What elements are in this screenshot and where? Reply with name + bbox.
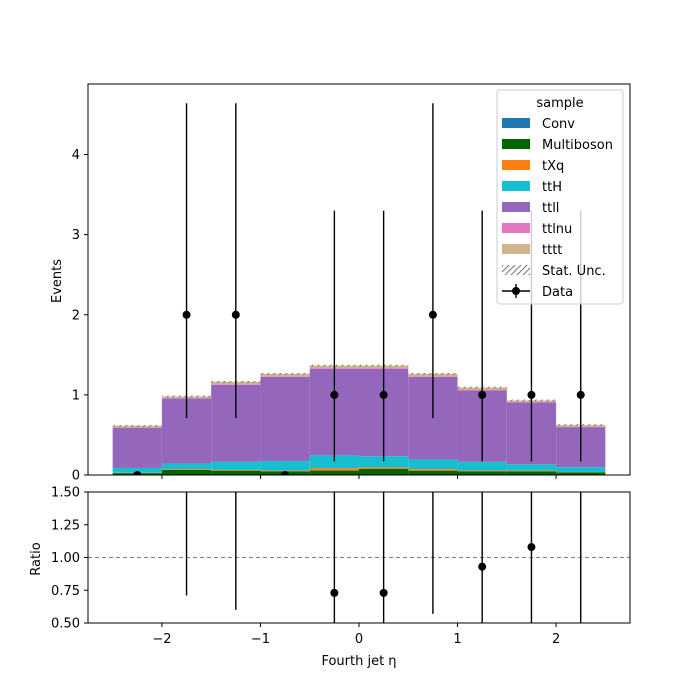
ratio-y-axis-label: Ratio [29,542,44,575]
bar-multiboson [506,471,557,475]
data-points [133,103,585,475]
main-y-axis-label: Events [50,259,65,303]
bar-multiboson [457,471,507,475]
bar-txq [506,470,557,472]
bar-multiboson [359,468,409,475]
data-point [330,390,339,399]
legend-swatch-tth [502,181,530,191]
x-tick-label: −2 [152,632,171,647]
bar-multiboson [211,470,261,475]
bar-tth [556,467,606,472]
bar-tth [408,459,458,470]
bar-tth [359,456,409,468]
bar-txq [359,467,409,469]
bar-tth [112,467,162,473]
data-point [527,390,536,399]
main-y-tick-label: 0 [72,469,80,484]
legend-swatch-ttlnu [502,223,530,233]
bar-txq [408,469,458,471]
bar-ttll [260,376,310,462]
main-y-tick-label: 4 [72,148,80,163]
bar-multiboson [556,472,606,475]
main-x-ticks [161,475,557,479]
stacked-histogram-bars [112,365,606,475]
ratio-plot-frame [87,491,631,624]
data-point [428,310,437,319]
x-tick-label: 0 [355,632,363,647]
legend-title: sample [536,96,583,111]
bar-txq [211,469,261,471]
bar-ttll [112,427,162,468]
legend-swatch-conv [502,118,530,128]
data-point [478,390,487,399]
legend-label-tttt: tttt [542,243,562,258]
bar-txq [457,470,507,472]
main-y-tick-label: 1 [72,388,80,403]
data-point [379,390,388,399]
legend-swatch-stat-unc- [502,265,530,275]
legend: sample Conv Multiboson tXq ttH ttll ttlnu tttt… [496,89,624,305]
bar-tth [211,461,261,470]
main-y-tick-label: 3 [72,228,80,243]
bar-tth [161,463,212,470]
bar-tttt [260,373,310,377]
ratio-point [379,588,388,597]
bar-txq [309,468,359,471]
ratio-point [478,562,487,571]
legend-marker-data [512,287,520,295]
legend-label-ttll: ttll [542,201,559,216]
data-point [576,390,585,399]
legend-label-conv: Conv [542,117,575,132]
stat-unc-band [260,372,310,375]
bar-ttlnu [260,376,310,377]
legend-entries: Conv Multiboson tXq ttH ttll ttlnu tttt Stat. U… [502,117,613,300]
bar-tth [457,461,507,471]
legend-swatch-multiboson [502,139,530,149]
ratio-x-axis: −2 −1 0 1 2 [152,623,560,647]
bar-txq [161,469,212,470]
bar-tth [506,464,557,471]
legend-label-data: Data [542,285,573,300]
ratio-y-tick-label: 0.75 [51,584,80,599]
legend-label-multiboson: Multiboson [542,138,613,153]
legend-label-stat-unc-: Stat. Unc. [542,264,606,279]
bar-multiboson [161,469,212,475]
main-y-tick-label: 2 [72,308,80,323]
data-point [182,310,191,319]
ratio-points [185,475,585,623]
legend-swatch-tttt [502,244,530,254]
stat-unc-band [112,424,162,427]
ratio-point [527,543,536,552]
x-tick-label: −1 [251,632,270,647]
bar-tth [309,455,359,469]
x-tick-label: 1 [453,632,461,647]
legend-label-txq: tXq [542,159,564,174]
ratio-point [330,588,339,597]
ratio-y-tick-label: 1.00 [51,551,80,566]
legend-swatch-ttll [502,202,530,212]
ratio-y-tick-label: 0.50 [51,617,80,632]
legend-swatch-txq [502,160,530,170]
data-point [133,471,142,475]
data-point [281,471,290,475]
x-tick-label: 2 [552,632,560,647]
bar-multiboson [408,470,458,475]
ratio-point [577,475,585,483]
bar-multiboson [309,470,359,475]
legend-label-tth: ttH [542,180,562,195]
ratio-y-tick-label: 1.25 [51,518,80,533]
legend-label-ttlnu: ttlnu [542,222,572,237]
data-point [231,310,240,319]
x-axis-label: Fourth jet η [321,654,396,669]
ratio-y-tick-label: 1.50 [51,486,80,501]
bar-tth [260,461,310,471]
ratio-y-axis: 0.50 0.75 1.00 1.25 1.50 [51,486,88,632]
main-y-axis: 0 1 2 3 4 [72,148,88,484]
